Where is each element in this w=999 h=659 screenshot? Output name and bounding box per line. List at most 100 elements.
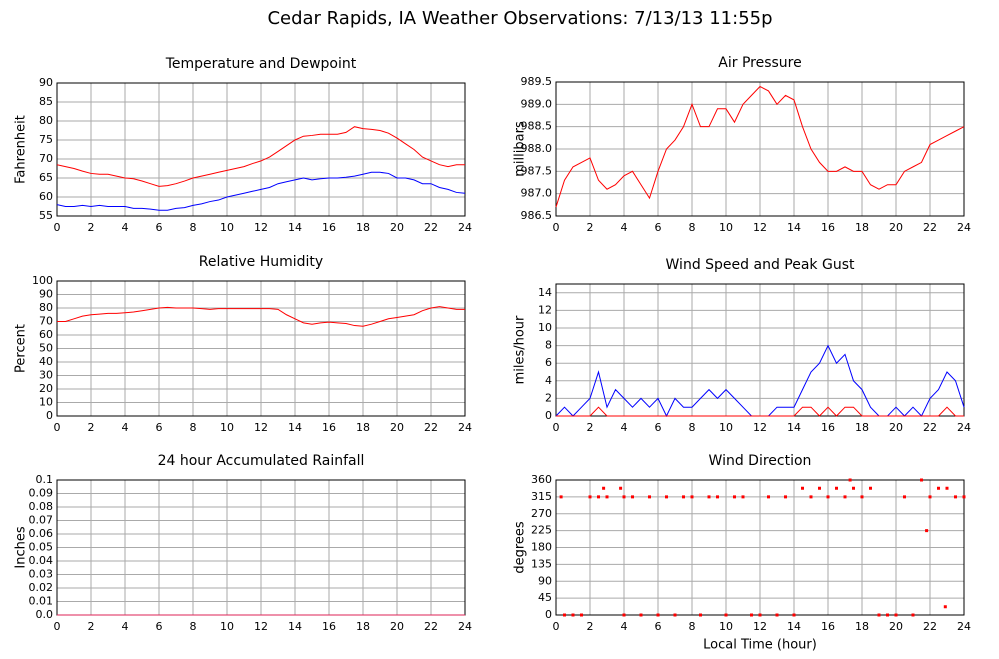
y-tick-label: 225 (531, 524, 552, 537)
y-tick-label: 0.0 (36, 608, 54, 621)
plot-frame (56, 82, 466, 217)
y-tick-label: 10 (39, 396, 53, 409)
x-tick-label: 24 (957, 620, 971, 633)
y-axis-label: miles/hour (513, 315, 528, 384)
x-tick-label: 16 (821, 221, 835, 234)
x-tick-label: 12 (753, 421, 767, 434)
y-tick-label: 75 (39, 133, 53, 146)
data-point (631, 495, 634, 499)
x-tick-label: 20 (889, 221, 903, 234)
y-tick-label: 60 (39, 190, 53, 203)
x-tick-label: 14 (288, 620, 302, 633)
chart-title: Air Pressure (718, 55, 801, 71)
x-tick-label: 6 (655, 620, 662, 633)
data-point (699, 613, 702, 617)
y-axis-label: Fahrenheit (14, 115, 29, 184)
x-tick-label: 14 (288, 421, 302, 434)
y-tick-label: 0.02 (29, 581, 54, 594)
data-point (848, 478, 852, 482)
x-tick-label: 22 (923, 221, 937, 234)
chart-title: Wind Speed and Peak Gust (666, 257, 855, 273)
x-tick-label: 12 (254, 620, 268, 633)
data-point (656, 613, 660, 617)
y-tick-label: 90 (538, 574, 552, 587)
y-tick-label: 0 (545, 409, 552, 422)
x-tick-label: 14 (787, 221, 801, 234)
data-point (869, 486, 872, 490)
data-point (716, 495, 719, 499)
data-point (886, 613, 889, 617)
x-tick-label: 18 (855, 620, 869, 633)
y-axis-label: millibars (513, 121, 528, 177)
data-point (571, 613, 575, 617)
x-tick-label: 14 (288, 221, 302, 234)
x-tick-label: 0 (553, 421, 560, 434)
y-tick-label: 988.5 (521, 120, 553, 133)
x-tick-label: 16 (821, 421, 835, 434)
x-tick-label: 24 (458, 421, 472, 434)
data-point (665, 495, 668, 499)
x-tick-label: 16 (322, 620, 336, 633)
data-point (943, 605, 947, 609)
y-tick-label: 0.08 (29, 500, 54, 513)
y-tick-label: 70 (39, 152, 53, 165)
x-tick-label: 8 (689, 221, 696, 234)
y-tick-label: 85 (39, 95, 53, 108)
x-axis-label: Local Time (hour) (703, 638, 817, 653)
data-point (852, 486, 855, 490)
y-tick-label: 988.0 (521, 142, 553, 155)
x-tick-label: 14 (787, 620, 801, 633)
data-point (750, 613, 753, 617)
data-point (758, 613, 762, 617)
y-tick-label: 986.5 (521, 209, 553, 222)
data-point (682, 495, 685, 499)
y-tick-label: 6 (545, 356, 552, 369)
data-point (843, 495, 847, 499)
x-tick-label: 4 (122, 620, 129, 633)
x-tick-label: 22 (424, 421, 438, 434)
x-tick-label: 4 (621, 421, 628, 434)
y-tick-label: 987.0 (521, 187, 553, 200)
x-tick-label: 20 (889, 620, 903, 633)
x-tick-label: 16 (322, 421, 336, 434)
y-tick-label: 100 (32, 274, 53, 287)
y-tick-label: 90 (39, 76, 53, 89)
data-point (690, 495, 694, 499)
data-point (707, 495, 711, 499)
data-point (945, 486, 949, 490)
data-point (648, 495, 651, 499)
data-point (877, 613, 881, 617)
x-tick-label: 20 (390, 620, 404, 633)
data-point (784, 495, 787, 499)
y-tick-label: 135 (531, 557, 552, 570)
y-tick-label: 0.09 (29, 487, 54, 500)
x-tick-label: 24 (458, 221, 472, 234)
x-tick-label: 12 (753, 221, 767, 234)
y-tick-label: 180 (531, 541, 552, 554)
y-tick-label: 989.0 (521, 97, 553, 110)
data-point (602, 486, 606, 490)
plot-frame (56, 280, 466, 417)
y-tick-label: 80 (39, 301, 53, 314)
y-tick-label: 315 (531, 490, 552, 503)
data-point (801, 486, 804, 490)
y-tick-label: 90 (39, 288, 53, 301)
chart-title: Wind Direction (709, 453, 812, 469)
y-tick-label: 70 (39, 315, 53, 328)
data-point (954, 495, 957, 499)
x-tick-label: 24 (957, 421, 971, 434)
x-tick-label: 0 (553, 221, 560, 234)
x-tick-label: 8 (190, 421, 197, 434)
x-tick-label: 22 (923, 620, 937, 633)
y-tick-label: 4 (545, 374, 552, 387)
data-point (724, 613, 728, 617)
y-axis-label: Percent (14, 324, 29, 373)
y-tick-label: 987.5 (521, 164, 553, 177)
data-line (556, 406, 964, 417)
x-tick-label: 8 (689, 421, 696, 434)
x-tick-label: 16 (322, 221, 336, 234)
y-tick-label: 989.5 (521, 75, 553, 88)
data-point (741, 495, 745, 499)
y-tick-label: 12 (538, 303, 552, 316)
